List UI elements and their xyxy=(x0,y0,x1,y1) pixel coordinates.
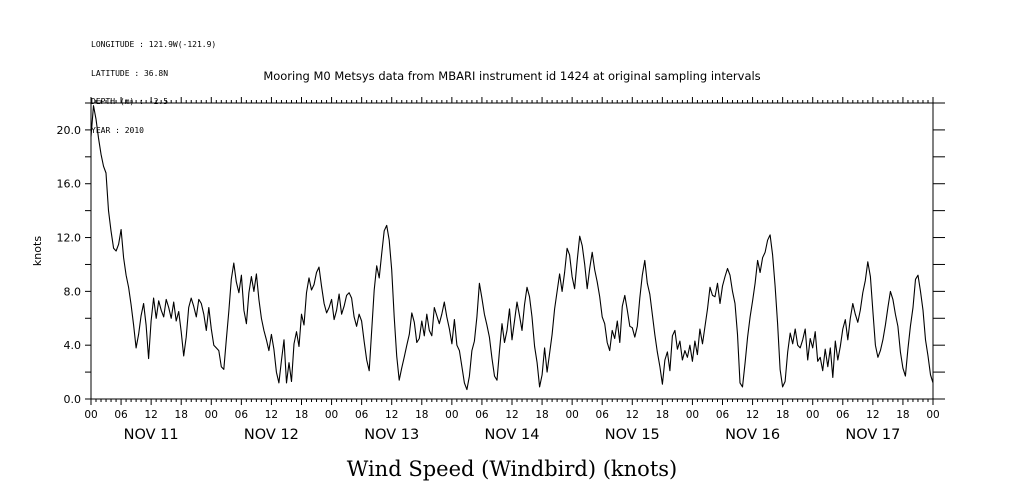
day-label: NOV 16 xyxy=(725,427,780,443)
x-tick-label: 18 xyxy=(175,409,188,421)
y-tick-label: 8.0 xyxy=(64,285,82,298)
y-tick-label: 20.0 xyxy=(57,124,82,137)
x-tick-label: 18 xyxy=(656,409,669,421)
day-labels: NOV 11 NOV 12 NOV 13 NOV 14 NOV 15 NOV 16 NOV … xyxy=(124,427,901,443)
day-label: NOV 17 xyxy=(845,427,900,443)
x-tick-label: 00 xyxy=(806,409,819,421)
day-label: NOV 11 xyxy=(124,427,179,443)
x-tick-label: 06 xyxy=(114,409,128,421)
longitude-text: LONGITUDE : 121.9W(-121.9) xyxy=(91,40,217,49)
day-label: NOV 13 xyxy=(364,427,419,443)
x-tick-label: 12 xyxy=(866,409,879,421)
x-tick-label: 12 xyxy=(144,409,157,421)
x-tick-label: 12 xyxy=(265,409,278,421)
series-line-wind-speed xyxy=(90,105,934,391)
day-label: NOV 12 xyxy=(244,427,299,443)
plot-frame xyxy=(90,102,934,400)
x-tick-label: 18 xyxy=(776,409,789,421)
x-tick-label: 00 xyxy=(926,409,939,421)
x-tick-label: 18 xyxy=(415,409,428,421)
y-tick-label: 0.0 xyxy=(64,393,82,406)
day-label: NOV 15 xyxy=(605,427,660,443)
latitude-text: LATITUDE : 36.8N xyxy=(91,68,169,78)
y-tick-label: 12.0 xyxy=(57,232,82,245)
x-tick-label: 06 xyxy=(716,409,730,421)
x-tick-label: 06 xyxy=(836,409,850,421)
x-tick-label: 00 xyxy=(565,409,578,421)
x-tick-label: 06 xyxy=(235,409,249,421)
y-tick-label: 4.0 xyxy=(64,339,82,352)
x-tick-label: 18 xyxy=(295,409,308,421)
chart-title: Mooring M0 Metsys data from MBARI instru… xyxy=(263,69,760,83)
x-tick-label: 12 xyxy=(626,409,639,421)
year-text: YEAR : 2010 xyxy=(91,125,144,135)
x-tick-label: 00 xyxy=(205,409,218,421)
x-tick-label: 00 xyxy=(445,409,458,421)
x-tick-label: 00 xyxy=(325,409,338,421)
metadata-block: LONGITUDE : 121.9W(-121.9) LATITUDE : 36… xyxy=(91,21,216,145)
day-label: NOV 14 xyxy=(485,427,540,443)
x-axis-label: Wind Speed (Windbird) (knots) xyxy=(347,457,677,481)
x-tick-label: 00 xyxy=(84,409,97,421)
x-tick-label: 12 xyxy=(385,409,398,421)
x-tick-label: 12 xyxy=(505,409,518,421)
x-tick-label: 00 xyxy=(686,409,699,421)
x-tick-label: 06 xyxy=(596,409,610,421)
x-tick-label: 12 xyxy=(746,409,759,421)
tick-marks xyxy=(85,97,945,405)
y-tick-label: 16.0 xyxy=(57,178,82,191)
x-tick-label: 18 xyxy=(896,409,909,421)
y-axis-label: knots xyxy=(31,236,44,266)
x-tick-label: 18 xyxy=(535,409,548,421)
x-tick-label: 06 xyxy=(475,409,489,421)
x-tick-label: 06 xyxy=(355,409,369,421)
y-tick-labels: 0.0 4.0 8.0 12.0 16.0 20.0 xyxy=(57,124,82,406)
x-tick-labels: 00 06 12 18 00 06 12 18 00 06 12 18 00 06 12 18 00 06 12 18… xyxy=(84,409,939,421)
